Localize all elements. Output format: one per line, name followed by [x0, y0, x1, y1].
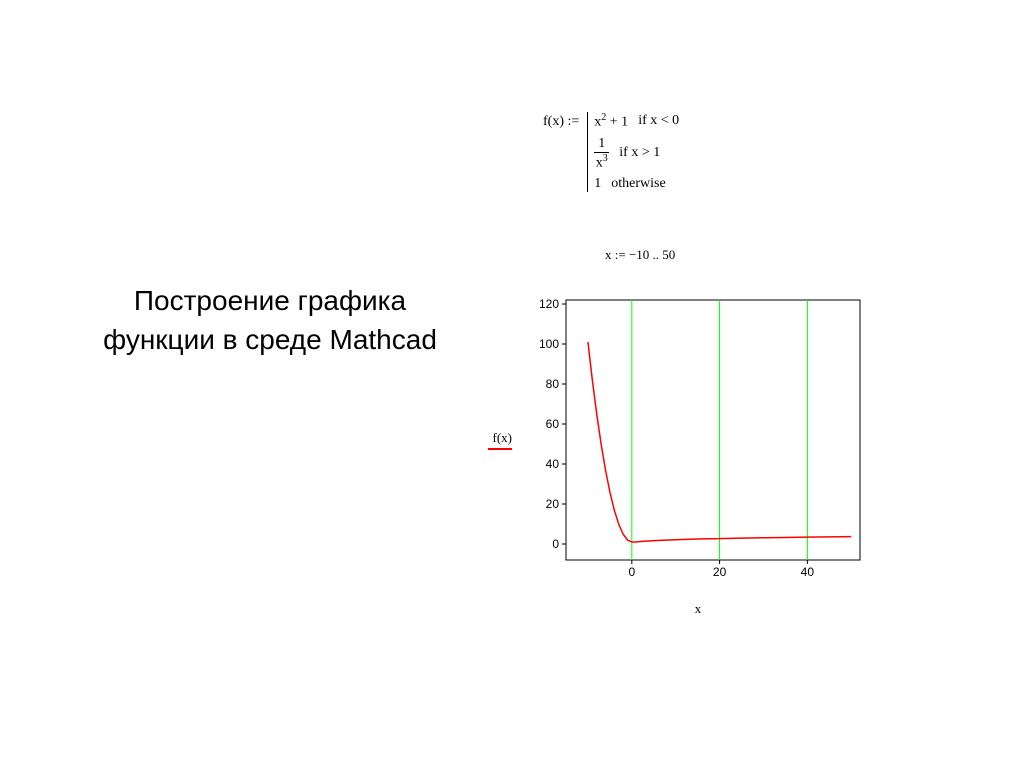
- page-title: Построение графика функции в среде Mathc…: [90, 281, 450, 359]
- svg-text:20: 20: [546, 497, 560, 511]
- case2-numerator: 1: [594, 137, 609, 153]
- case2-den-sup: 3: [603, 153, 608, 164]
- svg-text:40: 40: [546, 457, 560, 471]
- svg-text:60: 60: [546, 417, 560, 431]
- formula-case-2: 1 x3 if x > 1: [594, 137, 679, 171]
- range-definition: x := −10 .. 50: [605, 247, 675, 263]
- x-axis-label: x: [695, 601, 702, 617]
- svg-text:80: 80: [546, 377, 560, 391]
- case2-fraction: 1 x3: [594, 137, 609, 171]
- case1-plus: + 1: [606, 115, 628, 130]
- case2-condition: if x > 1: [619, 145, 660, 161]
- formula-case-1: x2 + 1 if x < 0: [594, 112, 679, 131]
- ylabel-underline: [488, 448, 512, 450]
- svg-text:0: 0: [552, 537, 559, 551]
- y-axis-label: f(x): [488, 430, 512, 450]
- case3-condition: otherwise: [611, 176, 665, 192]
- chart-container: 02040608010012002040 f(x) x: [528, 292, 868, 587]
- formula-lhs: f(x) :=: [543, 112, 579, 130]
- chart-svg: 0 20 40 60 80 100 120 0 20 40: [528, 292, 868, 582]
- svg-text:0: 0: [628, 565, 635, 579]
- case2-den-base: x: [596, 155, 603, 170]
- case1-condition: if x < 0: [638, 113, 679, 129]
- svg-text:120: 120: [539, 297, 559, 311]
- case3-expr: 1: [594, 176, 601, 192]
- formula-case-3: 1 otherwise: [594, 176, 679, 192]
- formula-cases: x2 + 1 if x < 0 1 x3 if x > 1 1 otherwis…: [587, 112, 679, 192]
- ylabel-text: f(x): [493, 430, 513, 446]
- function-definition: f(x) := x2 + 1 if x < 0 1 x3 if x > 1 1 …: [543, 112, 679, 192]
- svg-text:20: 20: [713, 565, 727, 579]
- svg-text:40: 40: [801, 565, 815, 579]
- svg-text:100: 100: [539, 337, 559, 351]
